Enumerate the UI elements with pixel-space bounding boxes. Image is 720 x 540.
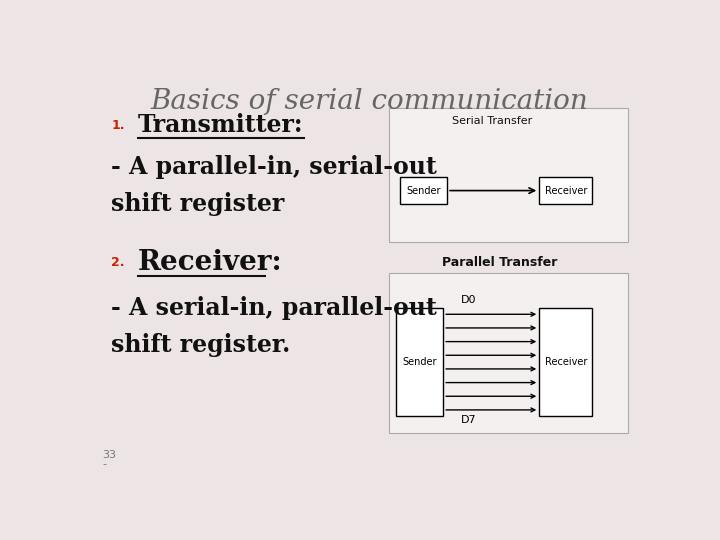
Text: 1.: 1.	[111, 119, 125, 132]
Text: - A parallel-in, serial-out: - A parallel-in, serial-out	[111, 154, 437, 179]
Text: shift register: shift register	[111, 192, 284, 216]
Bar	[389, 273, 629, 433]
Text: 2.: 2.	[111, 256, 125, 269]
Text: Basics of serial communication: Basics of serial communication	[150, 87, 588, 114]
Text: Parallel Transfer: Parallel Transfer	[443, 256, 558, 269]
Bar	[400, 177, 447, 204]
Text: Receiver:: Receiver:	[138, 249, 282, 276]
Bar	[396, 308, 444, 416]
Text: Transmitter:: Transmitter:	[138, 113, 303, 137]
Text: D0: D0	[461, 295, 477, 305]
Bar	[539, 177, 593, 204]
Text: 33: 33	[102, 450, 116, 460]
Text: Sender: Sender	[406, 186, 441, 195]
Bar	[539, 308, 593, 416]
Text: D7: D7	[461, 415, 477, 426]
Text: Serial Transfer: Serial Transfer	[451, 116, 532, 126]
Text: Receiver: Receiver	[544, 186, 587, 195]
Text: -: -	[102, 459, 107, 469]
Text: - A serial-in, parallel-out: - A serial-in, parallel-out	[111, 296, 437, 320]
Text: shift register.: shift register.	[111, 334, 290, 357]
Text: Receiver: Receiver	[544, 357, 587, 367]
Bar	[389, 109, 629, 241]
Text: Sender: Sender	[402, 357, 437, 367]
